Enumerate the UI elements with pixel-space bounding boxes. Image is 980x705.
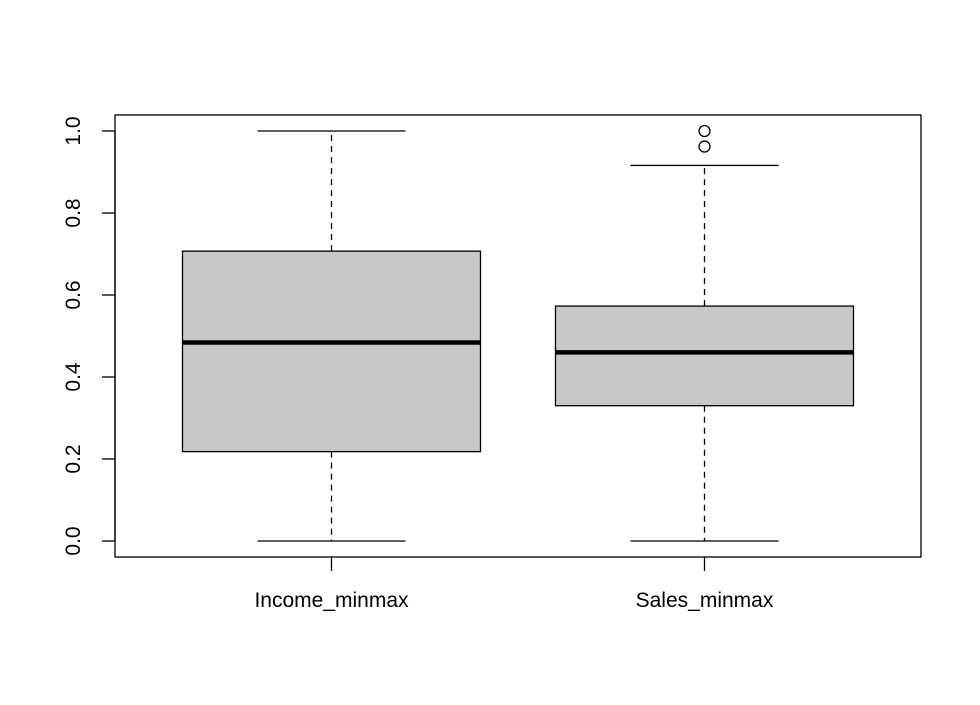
box-iqr	[554, 305, 855, 407]
x-axis: Income_minmax Sales_minmax	[254, 557, 774, 612]
outlier-point	[698, 140, 711, 153]
box-series	[181, 124, 855, 542]
y-tick-label: 0.6	[62, 280, 85, 309]
box-group	[181, 130, 482, 542]
outlier-point	[698, 124, 711, 138]
box-group	[554, 124, 855, 542]
y-tick-label: 0.2	[62, 444, 85, 473]
y-tick-label: 1.0	[62, 116, 85, 145]
y-tick-label: 0.0	[62, 526, 85, 555]
x-tick-label: Sales_minmax	[636, 589, 774, 612]
y-axis: 0.0 0.2 0.4 0.6 0.8 1.0	[62, 116, 116, 556]
box-iqr	[181, 250, 482, 453]
y-tick-label: 0.8	[62, 198, 85, 227]
y-tick-label: 0.4	[62, 362, 85, 392]
x-tick-label: Income_minmax	[254, 589, 409, 612]
